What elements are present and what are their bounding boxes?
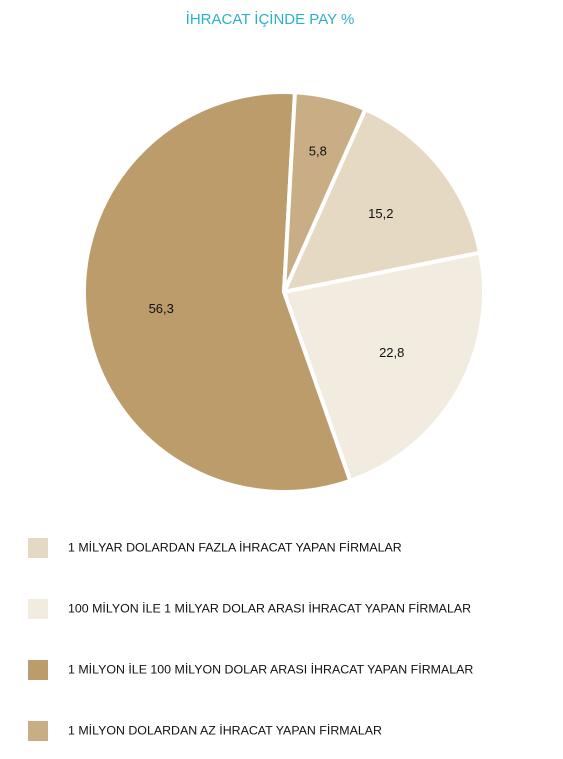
legend-label: 1 MİLYON İLE 100 MİLYON DOLAR ARASI İHRA… [68,662,473,676]
legend-label: 1 MİLYAR DOLARDAN FAZLA İHRACAT YAPAN Fİ… [68,540,402,554]
pie-slice [282,250,486,483]
legend-label: 1 MİLYON DOLARDAN AZ İHRACAT YAPAN FİRMA… [68,723,382,737]
legend-swatch [28,721,48,741]
pie-slice [82,90,353,494]
pie-slice [282,90,368,294]
legend-swatch [28,660,48,680]
data-label: 56,3 [149,301,174,316]
legend-label: 100 MİLYON İLE 1 MİLYAR DOLAR ARASI İHRA… [68,601,471,615]
pie-slice [282,107,483,294]
legend-swatch [28,538,48,558]
chart-title: İHRACAT İÇİNDE PAY % [186,10,355,28]
data-label: 5,8 [309,143,327,158]
legend-swatch [28,599,48,619]
data-label: 15,2 [368,206,393,221]
data-label: 22,8 [379,345,404,360]
